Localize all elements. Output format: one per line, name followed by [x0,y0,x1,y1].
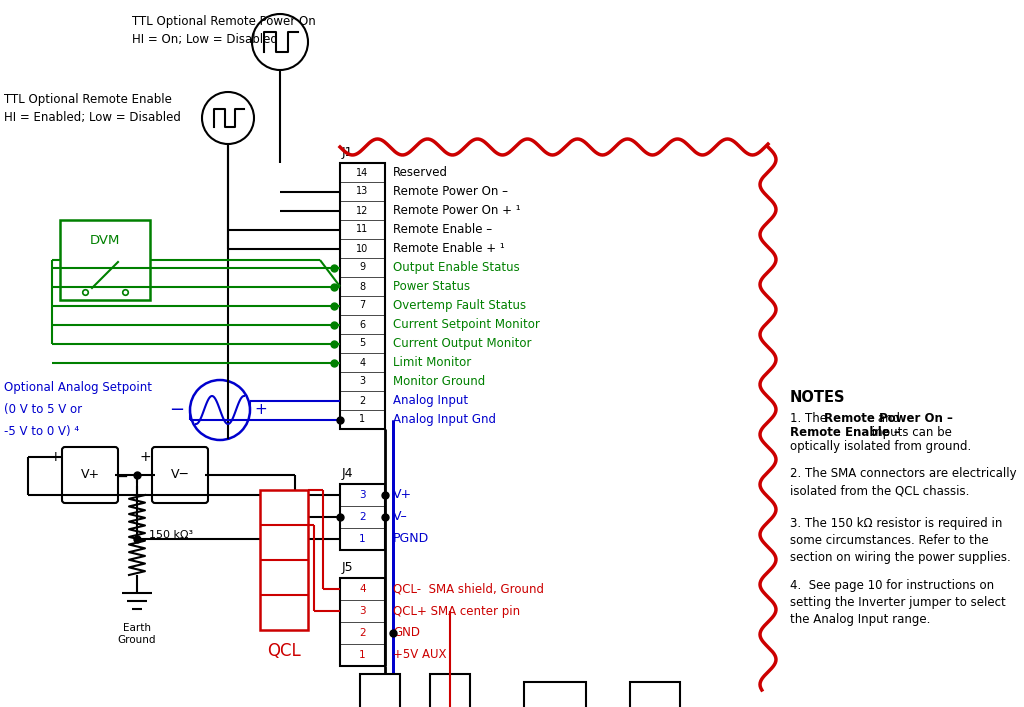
Text: 11: 11 [356,225,369,235]
Text: +: + [139,450,151,464]
Text: Remote Enable –: Remote Enable – [790,426,900,439]
Text: 3: 3 [359,490,366,500]
Text: 4: 4 [359,584,366,594]
Text: Optional Analog Setpoint: Optional Analog Setpoint [4,382,152,395]
Text: TTL Optional Remote Power On
HI = On; Low = Disabled: TTL Optional Remote Power On HI = On; Lo… [132,15,315,45]
Bar [340,163,385,429]
Text: PGND: PGND [393,532,429,546]
Text: QCL: QCL [267,642,301,660]
Text: J1: J1 [342,146,353,159]
Text: 2: 2 [359,395,366,406]
Text: J5: J5 [342,561,353,574]
Text: inputs can be: inputs can be [868,426,952,439]
Text: 5: 5 [359,339,366,349]
Text: 2. The SMA connectors are electrically
isolated from the QCL chassis.: 2. The SMA connectors are electrically i… [790,467,1017,497]
Bar [340,578,385,666]
Text: Analog Input Gnd: Analog Input Gnd [393,413,496,426]
Text: 3. The 150 kΩ resistor is required in
some circumstances. Refer to the
section o: 3. The 150 kΩ resistor is required in so… [790,517,1011,564]
FancyBboxPatch shape [62,447,118,503]
Text: GND: GND [393,626,420,640]
Text: 8: 8 [359,281,366,291]
Text: Current Setpoint Monitor: Current Setpoint Monitor [393,318,540,331]
Bar [60,220,150,300]
Text: Current Output Monitor: Current Output Monitor [393,337,531,350]
Text: QCL-  SMA shield, Ground: QCL- SMA shield, Ground [393,583,544,595]
Bar [260,490,308,630]
Text: 10: 10 [356,243,369,254]
Text: TTL Optional Remote Enable
HI = Enabled; Low = Disabled: TTL Optional Remote Enable HI = Enabled;… [4,93,181,124]
Text: −: − [117,470,129,484]
Bar [630,682,680,707]
Text: +5V AUX: +5V AUX [393,648,446,662]
Text: V–: V– [393,510,408,523]
Text: Limit Monitor: Limit Monitor [393,356,471,369]
Text: 13: 13 [356,187,369,197]
Text: 3: 3 [359,377,366,387]
Text: 150 kΩ³: 150 kΩ³ [150,530,194,540]
Text: −: − [169,401,184,419]
Text: Reserved: Reserved [393,166,449,179]
Bar [430,674,470,707]
Text: Output Enable Status: Output Enable Status [393,261,520,274]
Text: 2: 2 [359,512,366,522]
Text: Power Status: Power Status [393,280,470,293]
Text: Monitor Ground: Monitor Ground [393,375,485,388]
Text: J4: J4 [342,467,353,480]
Text: Remote Enable –: Remote Enable – [393,223,493,236]
Text: Overtemp Fault Status: Overtemp Fault Status [393,299,526,312]
Text: Remote Power On –: Remote Power On – [393,185,508,198]
Text: 4: 4 [359,358,366,368]
Text: 1. The: 1. The [790,412,830,425]
Text: (0 V to 5 V or: (0 V to 5 V or [4,404,82,416]
Text: 2: 2 [359,628,366,638]
Text: QCL+ SMA center pin: QCL+ SMA center pin [393,604,520,617]
Text: 7: 7 [359,300,366,310]
Text: and: and [874,412,900,425]
Text: 14: 14 [356,168,369,177]
Text: NOTES: NOTES [790,390,846,405]
Text: Remote Enable + ¹: Remote Enable + ¹ [393,242,505,255]
Text: 1: 1 [359,414,366,424]
Text: V+: V+ [81,469,99,481]
Text: 1: 1 [359,650,366,660]
Bar [524,682,586,707]
Text: 12: 12 [356,206,369,216]
Text: +: + [49,450,61,464]
Bar [340,484,385,550]
Text: -5 V to 0 V) ⁴: -5 V to 0 V) ⁴ [4,426,79,438]
Text: Earth
Ground: Earth Ground [118,623,157,645]
Text: V+: V+ [393,489,412,501]
Text: Analog Input: Analog Input [393,394,468,407]
Bar [360,674,400,707]
Text: optically isolated from ground.: optically isolated from ground. [790,440,971,453]
Text: 1: 1 [359,534,366,544]
Text: 4.  See page 10 for instructions on
setting the Inverter jumper to select
the An: 4. See page 10 for instructions on setti… [790,579,1006,626]
Text: Remote Power On + ¹: Remote Power On + ¹ [393,204,520,217]
Text: Remote Power On –: Remote Power On – [824,412,953,425]
Text: 9: 9 [359,262,366,272]
FancyBboxPatch shape [152,447,208,503]
Text: 3: 3 [359,606,366,616]
Text: 6: 6 [359,320,366,329]
Text: V−: V− [171,469,189,481]
Text: DVM: DVM [90,233,120,247]
Text: +: + [254,402,266,418]
